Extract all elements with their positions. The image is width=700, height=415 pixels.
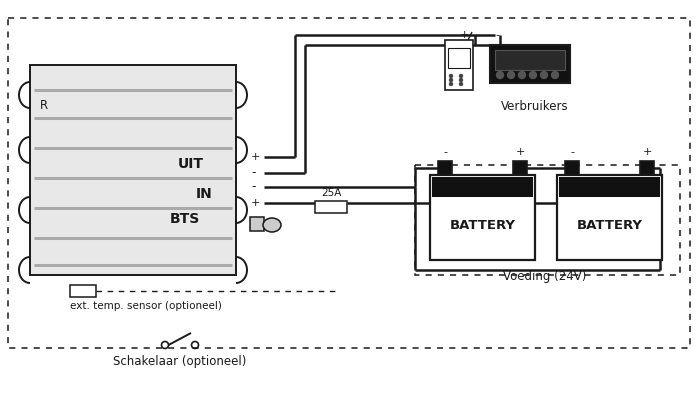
Text: ext. temp. sensor (optioneel): ext. temp. sensor (optioneel) [70,301,222,311]
Bar [315,201,347,213]
Text: BTS: BTS [170,212,200,226]
Text: +: + [460,30,470,40]
Text: UIT: UIT [178,157,204,171]
Text: BATTERY: BATTERY [449,219,515,232]
Bar [438,161,452,175]
Bar [559,177,660,197]
Bar [640,161,654,175]
Bar [490,45,570,83]
Bar [448,48,470,68]
Circle shape [540,71,547,78]
Circle shape [459,78,463,81]
Bar [8,18,690,348]
Text: Voeding (24V): Voeding (24V) [503,270,587,283]
Circle shape [459,83,463,85]
Bar [415,165,680,275]
Text: BATTERY: BATTERY [577,219,643,232]
Text: +: + [251,152,260,162]
Text: +: + [251,198,260,208]
Ellipse shape [263,218,281,232]
Circle shape [552,71,559,78]
Circle shape [519,71,526,78]
Bar [70,285,96,297]
Text: IN: IN [196,187,213,201]
Circle shape [529,71,536,78]
Text: -: - [570,147,574,157]
Bar [557,175,662,260]
Text: Schakelaar (optioneel): Schakelaar (optioneel) [113,355,246,368]
Circle shape [496,71,503,78]
Text: +: + [643,147,652,157]
Text: -: - [495,30,499,40]
Bar [445,40,473,90]
Circle shape [508,71,514,78]
Bar [495,50,565,70]
Circle shape [459,75,463,78]
Bar [430,175,535,260]
Bar [250,217,264,231]
Text: +: + [515,147,525,157]
Text: -: - [251,181,256,193]
Circle shape [449,78,452,81]
Text: -: - [251,166,256,180]
Bar [30,65,236,275]
Bar [565,161,579,175]
Text: -: - [443,147,447,157]
Circle shape [449,75,452,78]
Text: R: R [40,98,48,112]
Bar [432,177,533,197]
Text: Verbruikers: Verbruikers [501,100,569,113]
Bar [513,161,527,175]
Circle shape [449,83,452,85]
Text: 25A: 25A [321,188,341,198]
